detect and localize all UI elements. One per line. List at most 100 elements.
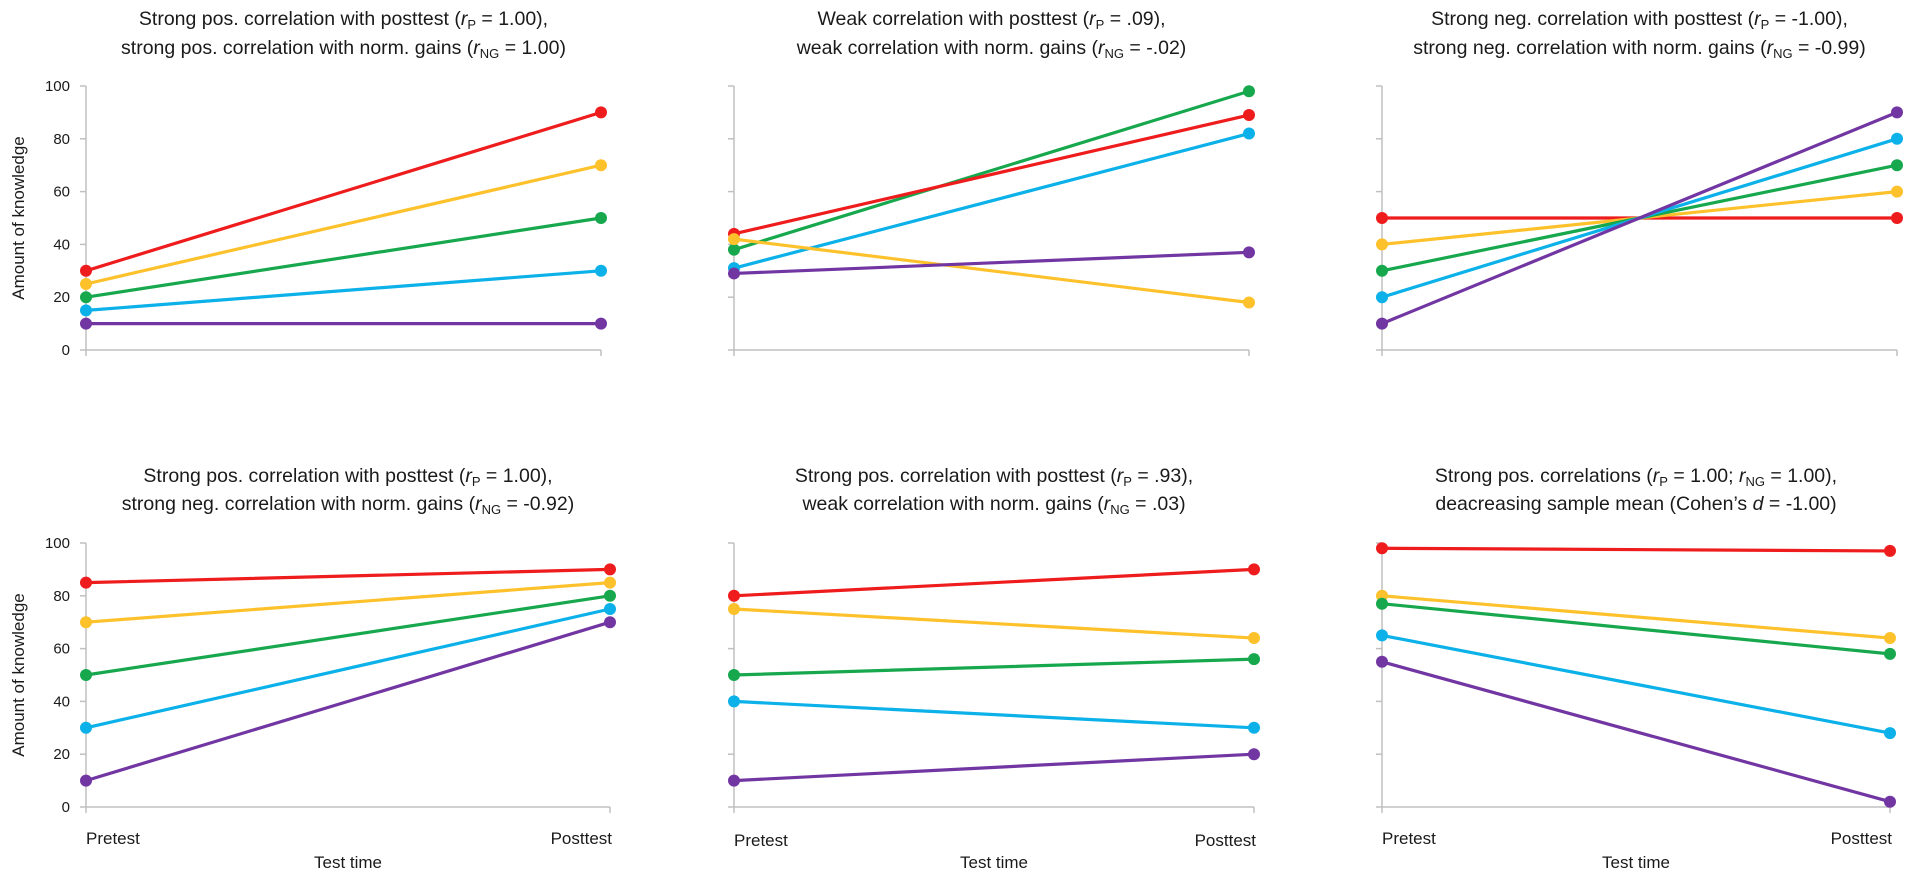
data-point [1376,291,1388,304]
data-point [595,212,607,224]
series-line [732,113,1251,236]
series-4 [80,603,616,734]
data-point [1248,653,1260,666]
data-point [1243,127,1255,140]
chart-title-line-1: Strong pos. correlation with posttest (r… [139,8,548,32]
data-point [728,243,740,256]
data-point [728,669,740,681]
data-point [80,317,92,330]
series-line [732,657,1256,677]
data-point [1376,629,1388,642]
data-point [595,106,607,119]
series-line [84,580,612,624]
data-point [604,603,616,615]
data-point [1376,597,1388,610]
y-tick-label: 0 [62,799,70,816]
series-line [84,216,603,299]
data-point [604,576,616,589]
chart-title-line-1: Strong pos. correlation with posttest (r… [143,465,552,489]
y-tick-label: 20 [53,289,70,306]
data-point [1884,544,1896,557]
series-line [1380,110,1899,326]
data-point [80,774,92,787]
series-4 [1376,629,1896,740]
chart-panel-4: Strong pos. correlation with posttest (r… [9,465,616,872]
chart-title-line-1: Strong pos. correlation with posttest (r… [795,465,1193,489]
x-axis-label: Test time [1602,853,1670,872]
series-line [84,594,612,677]
data-point [80,304,92,317]
data-point [1376,264,1388,277]
series-line [1380,660,1892,804]
data-point [1243,296,1255,309]
x-category-label: Pretest [734,831,788,850]
y-tick-label: 60 [53,641,70,658]
series-line [84,163,603,286]
data-point [1248,721,1260,734]
chart-title-line-2: deacreasing sample mean (Cohen’s d = -1.… [1435,493,1836,515]
series-5 [80,616,616,787]
data-point [80,264,92,277]
chart-panel-3: Strong neg. correlation with posttest (r… [1376,8,1903,356]
series-line [732,699,1256,730]
y-tick-label: 60 [53,184,70,201]
x-category-label: Posttest [551,829,613,848]
y-tick-label: 0 [62,342,70,359]
series-line [84,620,612,783]
chart-panel-6: Strong pos. correlations (rP = 1.00; rNG… [1376,465,1896,872]
data-point [1884,727,1896,740]
data-point [595,159,607,172]
series-line [1380,594,1892,640]
series-line [732,752,1256,783]
series-2 [728,109,1255,240]
data-point [1376,655,1388,668]
data-point [1248,748,1260,761]
y-axis-label: Amount of knowledge [9,593,28,757]
data-point [1884,795,1896,808]
series-1 [80,563,616,589]
data-point [1243,109,1255,122]
series-line [732,567,1256,598]
series-line [1380,633,1892,735]
data-point [1884,647,1896,660]
data-point [728,603,740,615]
y-axis-label: Amount of knowledge [9,136,28,300]
data-point [1243,246,1255,259]
data-point [1884,632,1896,645]
chart-title-line-2: strong pos. correlation with norm. gains… [121,37,566,61]
series-5 [1376,106,1903,330]
data-point [1891,212,1903,224]
series-4 [728,695,1260,734]
x-axis-label: Test time [314,853,382,872]
data-point [80,278,92,290]
series-line [732,237,1251,305]
series-5 [728,246,1255,280]
series-4 [728,233,1255,309]
data-point [80,669,92,681]
x-category-label: Pretest [86,829,140,848]
series-3 [728,127,1255,275]
series-line [732,250,1251,276]
data-point [80,721,92,734]
data-point [604,616,616,629]
y-tick-label: 20 [53,746,70,763]
chart-panel-5: Strong pos. correlation with posttest (r… [728,465,1260,872]
x-category-label: Posttest [1195,831,1257,850]
data-point [604,589,616,602]
series-line [84,567,612,585]
data-point [1243,85,1255,98]
data-point [1891,159,1903,172]
chart-title-line-2: weak correlation with norm. gains (rNG =… [801,493,1185,517]
data-point [728,589,740,602]
y-tick-label: 40 [53,236,70,253]
chart-panel-2: Weak correlation with posttest (rP = .09… [728,8,1255,356]
data-point [728,774,740,787]
data-point [1376,238,1388,251]
data-point [1891,185,1903,198]
y-tick-label: 100 [45,535,70,552]
series-3 [728,653,1260,681]
data-point [728,695,740,708]
y-tick-label: 100 [45,78,70,95]
data-point [728,233,740,246]
